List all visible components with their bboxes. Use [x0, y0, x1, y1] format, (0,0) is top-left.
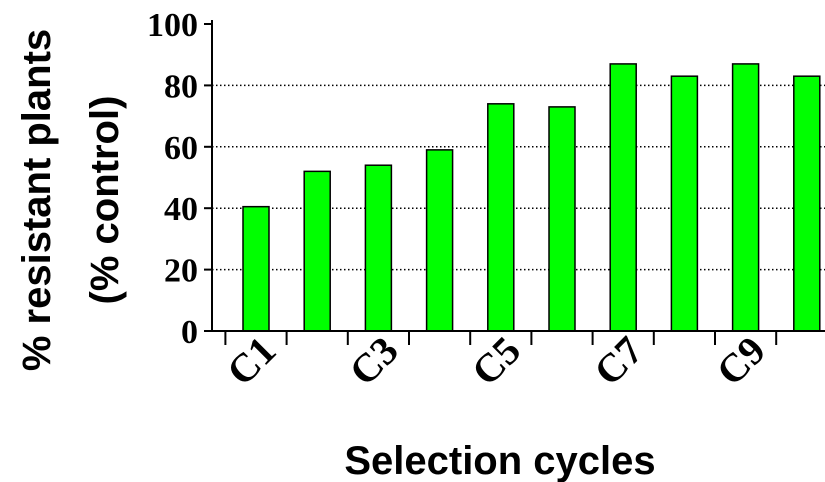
y-tick-label: 60	[164, 130, 198, 167]
y-axis-title: % resistant plants (% control)	[15, 29, 127, 371]
x-tick-label: C9	[708, 328, 774, 394]
x-tick-label: C3	[340, 328, 406, 394]
bar-C3	[364, 164, 393, 332]
x-tick-label: C1	[218, 328, 284, 394]
x-tick-label: C7	[585, 328, 651, 394]
bar-C8	[670, 75, 699, 332]
bar-C1	[242, 205, 270, 332]
x-axis-title: Selection cycles	[344, 439, 655, 482]
bar-C10	[793, 75, 821, 332]
x-ticks: C1 C3 C5 C7 C9	[218, 328, 778, 394]
y-tick-label: 100	[147, 7, 198, 44]
bars	[242, 63, 821, 332]
x-tick-label: C5	[463, 328, 529, 394]
bar-C9	[731, 63, 760, 332]
y-tick-label: 20	[164, 253, 198, 290]
bar-C7	[609, 63, 637, 332]
y-ticks: 0 20 40 60 80 100	[147, 7, 212, 351]
bar-C5	[487, 103, 515, 332]
y-tick-label: 0	[181, 314, 198, 351]
bar-C2	[303, 170, 331, 332]
y-axis-title-line-2: (% control)	[83, 96, 127, 305]
y-tick-label: 40	[164, 191, 198, 228]
y-tick-label: 80	[164, 68, 198, 105]
y-axis-title-line-1: % resistant plants	[15, 29, 59, 371]
axes	[211, 20, 825, 332]
bar-C4	[425, 149, 454, 332]
bar-C6	[548, 106, 576, 332]
